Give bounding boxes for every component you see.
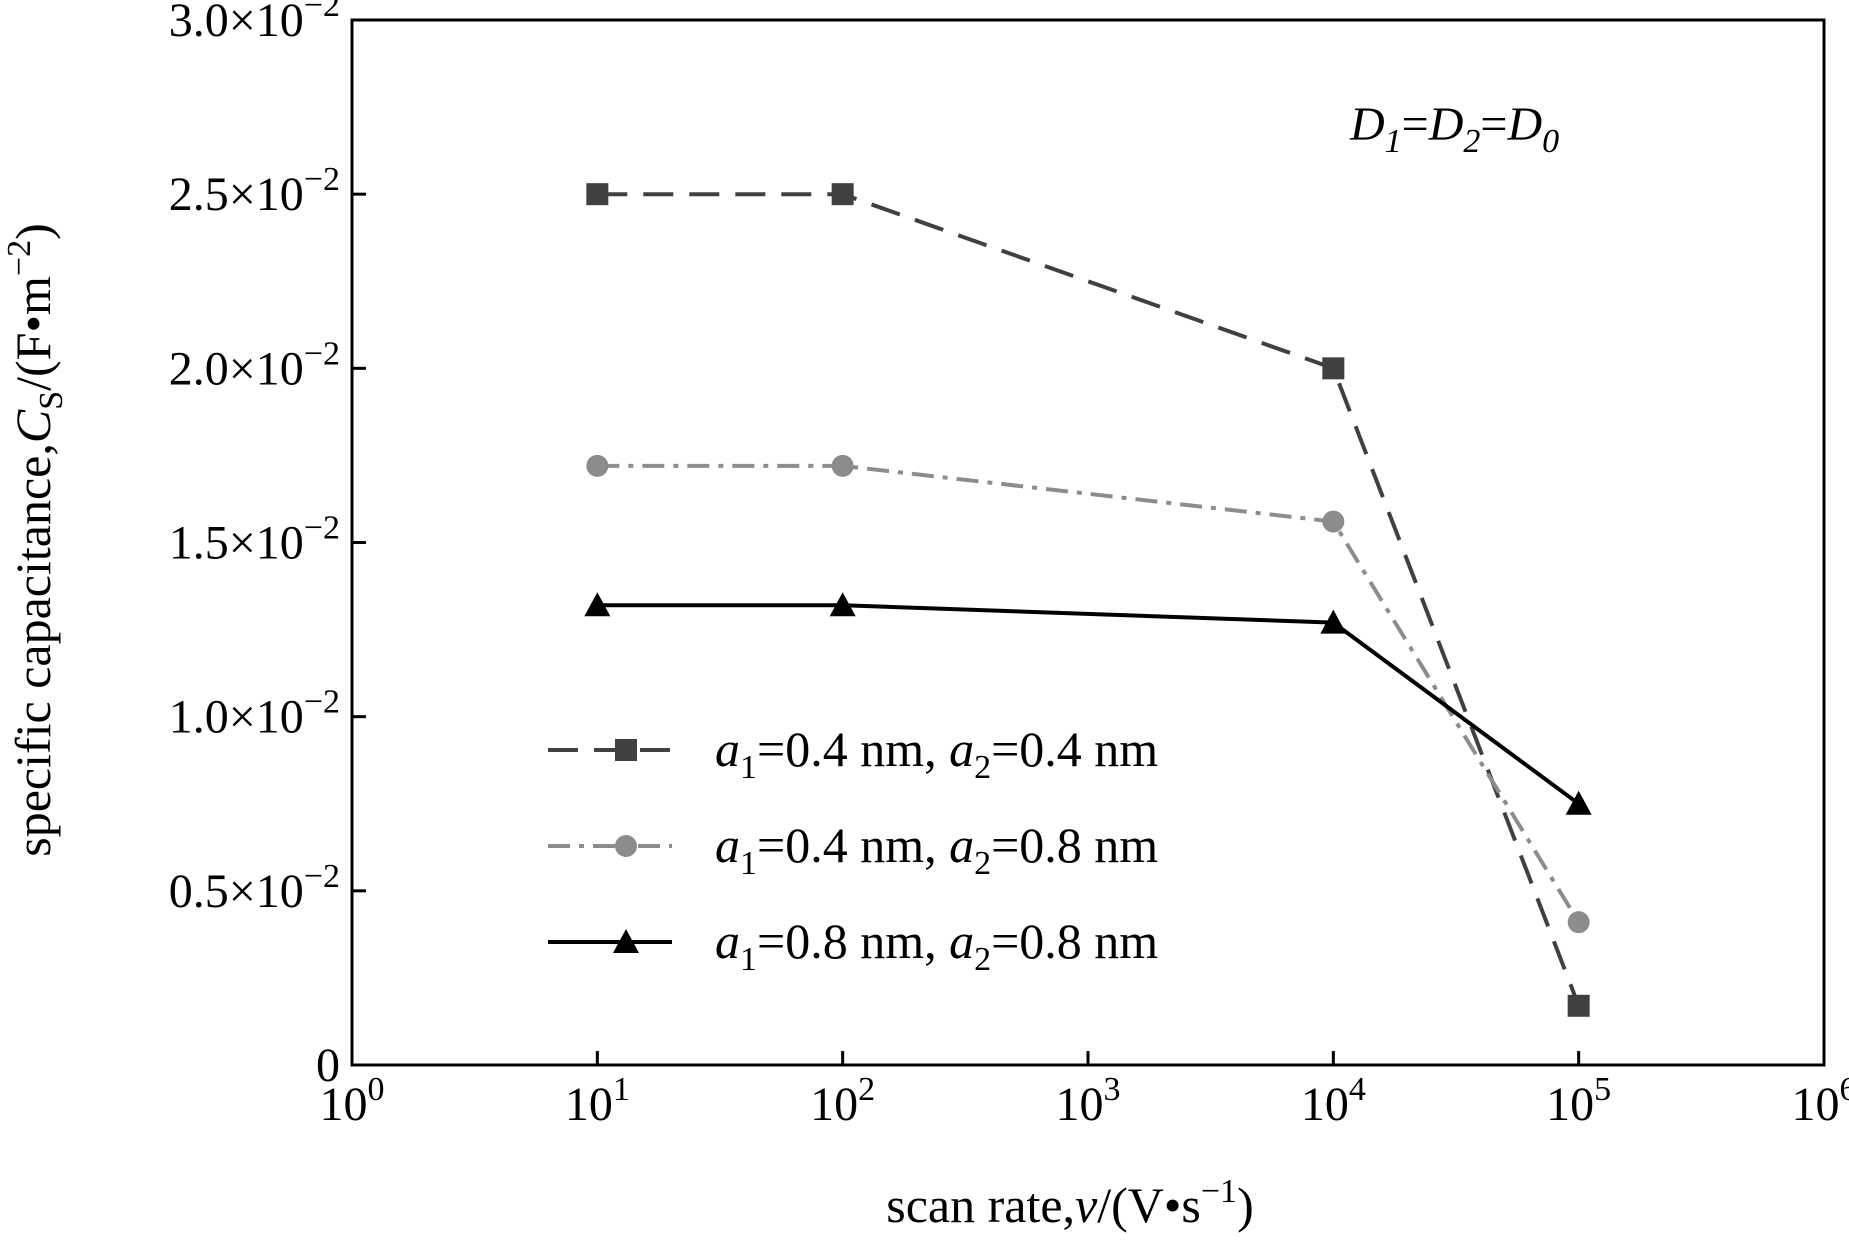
series-layer xyxy=(584,183,1592,1017)
data-point-series-2 xyxy=(1322,510,1345,533)
legend-marker-triangle xyxy=(613,929,639,953)
x-tick-label: 101 xyxy=(565,1071,630,1131)
y-tick-label: 3.0×10−2 xyxy=(169,0,340,47)
legend-item-series-3: a1=0.8 nm, a2=0.8 nm xyxy=(548,913,1158,978)
plot-frame xyxy=(350,18,1826,1067)
y-tick-label: 2.5×10−2 xyxy=(169,161,340,221)
y-tick-label: 1.5×10−2 xyxy=(169,510,340,570)
legend-label-series-1: a1=0.4 nm, a2=0.4 nm xyxy=(715,721,1158,786)
series-line-3 xyxy=(597,603,1580,806)
data-point-series-1 xyxy=(1567,994,1590,1017)
data-point-series-1 xyxy=(586,183,609,206)
x-tick-label: 106 xyxy=(1792,1071,1849,1131)
data-point-series-3 xyxy=(829,592,856,617)
legend-label-series-3: a1=0.8 nm, a2=0.8 nm xyxy=(715,913,1158,978)
data-point-series-1 xyxy=(1322,357,1345,380)
legend-marker-circle xyxy=(615,835,637,857)
x-tick-label: 102 xyxy=(810,1071,875,1131)
x-tick-label: 105 xyxy=(1546,1071,1611,1131)
ticks-layer: 100 101 102 103 104 105 106 0 0.5×10−2 1.0×10−2 1.… xyxy=(169,0,1849,1131)
y-tick-label: 0.5×10−2 xyxy=(169,858,340,918)
legend-item-series-1: a1=0.4 nm, a2=0.4 nm xyxy=(548,721,1158,786)
data-point-series-2 xyxy=(1567,911,1590,934)
series-line-1 xyxy=(597,192,1581,1007)
legend-label-series-2: a1=0.4 nm, a2=0.8 nm xyxy=(715,817,1158,882)
data-point-series-3 xyxy=(1320,609,1347,634)
data-point-series-3 xyxy=(1565,790,1592,815)
y-tick-label: 0 xyxy=(316,1039,340,1092)
y-axis-title: specific capacitance,CS/(F•m−2) xyxy=(1,223,70,856)
x-axis-title: scan rate,v/(V•s−1) xyxy=(886,1173,1253,1233)
y-tick-label: 1.0×10−2 xyxy=(169,684,340,744)
data-point-series-1 xyxy=(831,183,854,206)
y-tick-label: 2.0×10−2 xyxy=(169,335,340,395)
legend-marker-square xyxy=(615,739,637,761)
x-tick-label: 103 xyxy=(1056,1071,1121,1131)
data-point-series-2 xyxy=(831,454,854,477)
legend-item-series-2: a1=0.4 nm, a2=0.8 nm xyxy=(548,817,1158,882)
legend: a1=0.4 nm, a2=0.4 nm a1=0.4 nm, a2=0.8 n… xyxy=(548,721,1158,978)
data-point-series-2 xyxy=(586,454,609,477)
annotation-diffusion: D1=D2=D0 xyxy=(1349,98,1559,160)
x-tick-label: 104 xyxy=(1301,1071,1366,1131)
data-point-series-3 xyxy=(584,592,611,617)
series-line-2 xyxy=(597,463,1581,924)
x-tick-label: 100 xyxy=(320,1071,385,1131)
